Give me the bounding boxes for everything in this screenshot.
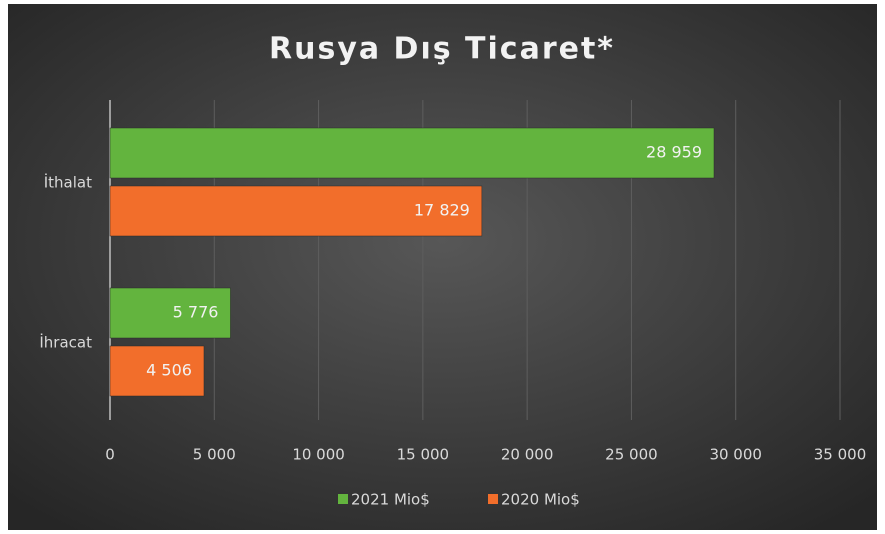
- y-tick-label: İthalat: [44, 173, 92, 192]
- value-label: 5 776: [173, 303, 219, 322]
- x-tick-label: 15 000: [397, 446, 450, 464]
- chart-background: [8, 4, 877, 530]
- bar: [109, 127, 715, 179]
- legend-label: 2020 Mio$: [501, 491, 580, 509]
- bar: [109, 185, 483, 237]
- value-label: 17 829: [414, 201, 470, 220]
- bar: [109, 345, 205, 397]
- legend-label: 2021 Mio$: [351, 491, 430, 509]
- legend-swatch: [488, 494, 498, 504]
- x-tick-label: 5 000: [193, 446, 236, 464]
- x-tick-label: 25 000: [605, 446, 658, 464]
- legend-swatch: [338, 494, 348, 504]
- x-tick-label: 30 000: [709, 446, 762, 464]
- bar: [109, 287, 231, 339]
- chart-title: Rusya Dış Ticaret*: [269, 32, 615, 67]
- x-tick-label: 0: [105, 446, 115, 464]
- y-tick-label: İhracat: [39, 333, 92, 352]
- value-label: 28 959: [646, 143, 702, 162]
- x-tick-label: 10 000: [292, 446, 345, 464]
- x-tick-label: 35 000: [814, 446, 867, 464]
- value-label: 4 506: [146, 361, 192, 380]
- x-tick-label: 20 000: [501, 446, 554, 464]
